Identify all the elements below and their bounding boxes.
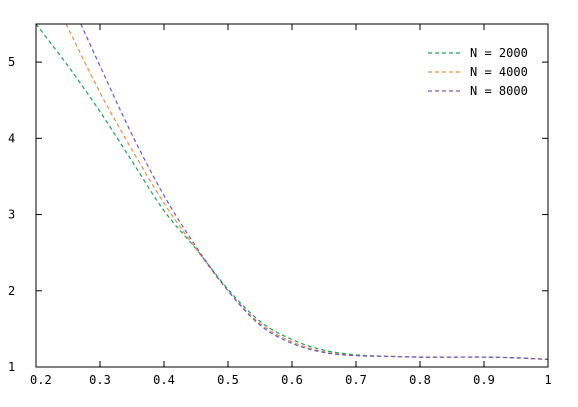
legend-label-2: N = 8000 [470, 84, 528, 98]
series-line-2 [80, 24, 548, 360]
series-line-1 [65, 24, 548, 360]
legend-label-1: N = 4000 [470, 65, 528, 79]
x-tick-label: 0.7 [345, 373, 367, 387]
axes-layer: 0.2 0.3 0.4 0.5 0.6 0.7 0.8 0.9 1 1 2 3 4 5 [8, 24, 552, 387]
y-tick-label: 2 [8, 284, 15, 298]
legend-label-0: N = 2000 [470, 46, 528, 60]
x-tick-label: 0.3 [89, 373, 111, 387]
y-tick-label: 1 [8, 360, 15, 374]
plot-frame [35, 23, 549, 368]
legend: N = 2000 N = 4000 N = 8000 [428, 46, 528, 98]
x-tick-label: 0.9 [473, 373, 495, 387]
y-tick-label: 5 [8, 55, 15, 69]
x-tick-label: 0.8 [409, 373, 431, 387]
x-tick-label: 0.5 [217, 373, 239, 387]
y-tick-label: 3 [8, 208, 15, 222]
x-tick-label: 0.6 [281, 373, 303, 387]
series-layer [36, 24, 548, 360]
x-tick-label: 0.2 [30, 373, 52, 387]
x-tick-label: 1 [544, 373, 551, 387]
x-tick-label: 0.4 [153, 373, 175, 387]
y-tick-label: 4 [8, 131, 15, 145]
